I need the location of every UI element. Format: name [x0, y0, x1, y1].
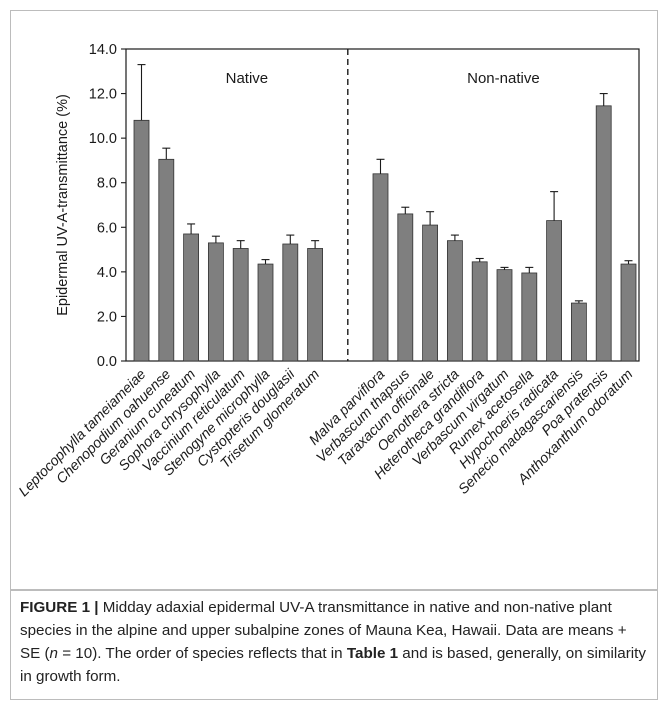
bar-0-0	[133, 119, 150, 362]
bar-0-3	[207, 242, 224, 362]
caption-label: FIGURE 1 |	[20, 599, 99, 616]
bar-0-5	[257, 263, 274, 362]
group-label-native: Native	[226, 70, 269, 87]
bar-1-8	[571, 302, 587, 362]
bar-0-7	[307, 248, 324, 362]
y-axis-label: Epidermal UV-A-transmittance (%)	[55, 94, 71, 316]
bar-1-5	[496, 269, 513, 362]
group-label-non-native: Non-native	[467, 70, 540, 87]
y-tick-label-6: 12.0	[89, 87, 117, 103]
bar-1-9	[595, 105, 612, 362]
caption-table-ref: Table 1	[346, 645, 399, 662]
bar-0-6	[282, 243, 299, 362]
y-tick-label-5: 10.0	[89, 131, 117, 147]
y-tick-label-2: 4.0	[97, 265, 117, 281]
caption-n: n	[49, 645, 58, 662]
caption-text-3: and is based, generally, on similarity i…	[20, 645, 646, 685]
bar-1-6	[521, 272, 538, 362]
y-tick-label-1: 2.0	[97, 309, 117, 325]
bar-1-10	[620, 263, 637, 362]
caption-text-2: = 10). The order of species reflects tha…	[58, 645, 347, 662]
bar-1-7	[546, 220, 562, 362]
figure-caption: FIGURE 1 | Midday adaxial epidermal UV-A…	[20, 596, 648, 688]
bar-1-2	[422, 224, 439, 362]
caption-text-1: Midday adaxial epidermal UV-A transmitta…	[20, 599, 627, 662]
figure-frame: 0.0 2.0 4.0 6.0 8.0 10.0 12.0 14.0 Epidermal UV-…	[10, 10, 658, 700]
bar-1-0	[372, 173, 389, 362]
bar-chart: 0.0 2.0 4.0 6.0 8.0 10.0 12.0 14.0 Epidermal UV-…	[16, 42, 640, 500]
caption-divider	[11, 589, 657, 591]
bar-1-4	[471, 261, 488, 362]
bar-0-2	[183, 233, 200, 362]
y-tick-label-4: 8.0	[97, 176, 117, 192]
y-tick-label-7: 14.0	[89, 42, 117, 58]
y-tick-label-3: 6.0	[97, 220, 117, 236]
bar-1-3	[446, 240, 463, 362]
bar-0-1	[158, 158, 175, 362]
y-tick-label-0: 0.0	[97, 354, 117, 370]
bar-1-1	[397, 213, 414, 362]
bar-0-4	[232, 248, 249, 362]
